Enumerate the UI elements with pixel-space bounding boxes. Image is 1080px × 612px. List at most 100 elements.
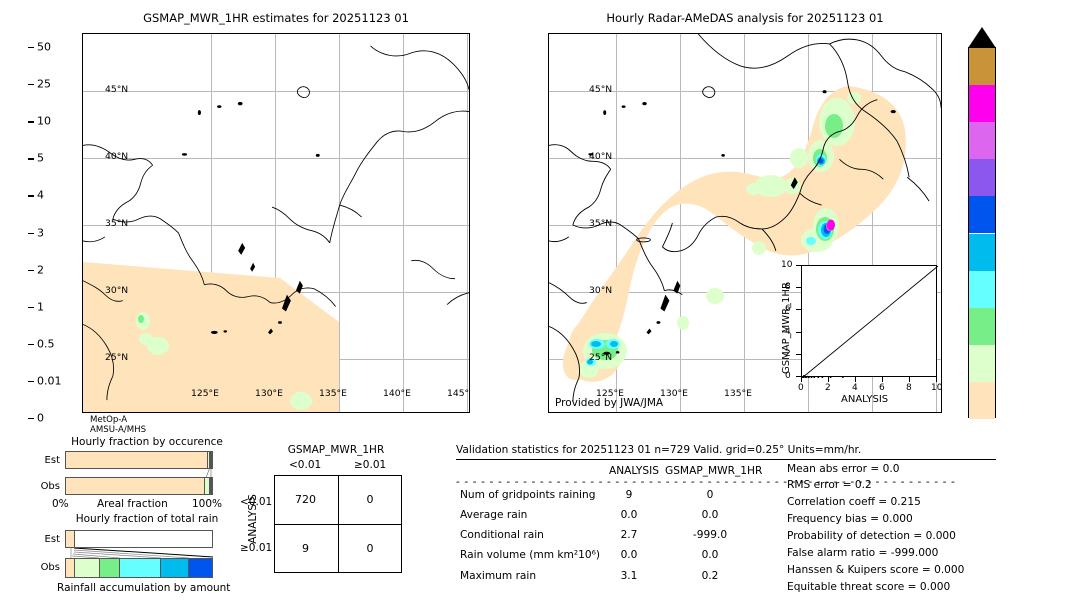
scatter-ytick-label: 2 [785,349,791,359]
contingency-header: GSMAP_MWR_1HR [287,444,385,456]
scatter-xtick [909,377,910,382]
colorbar-tick [28,269,34,271]
scatter-xtick-label: 10 [931,383,942,393]
gridline-lon [211,34,212,412]
right-panel-title: Hourly Radar-AMeDAS analysis for 2025112… [606,11,884,25]
validation-score: Probability of detection = 0.000 [787,530,956,542]
gridline-lon [744,34,745,412]
gridline-lat [83,359,469,360]
contingency-horizontal-divider [275,524,401,526]
scatter-ytick-label: 4 [785,327,791,337]
validation-row-label: Num of gridpoints raining [460,489,596,501]
colorbar [968,47,996,419]
validation-row-label: Maximum rain [460,570,537,582]
occurrence-axis-max: 100% [192,498,223,510]
occurrence-panel-title: Hourly fraction by occurence [71,436,223,448]
validation-score: Correlation coeff = 0.215 [787,496,921,508]
lat-label: 40°N [589,151,613,162]
data-credit: Provided by JWA/JMA [555,397,664,409]
sensor-name: MetOp-A [90,415,128,425]
colorbar-tick [28,306,34,309]
contingency-col-header-lt: <0.01 [289,459,322,471]
bar-segment [99,559,121,577]
validation-score: Frequency bias = 0.000 [787,513,913,525]
lat-label: 25°N [589,352,613,363]
scatter-ytick [796,354,801,355]
right-map: 45°N 40°N 35°N 30°N 25°N 125°E 130°E 135… [548,33,942,413]
colorbar-tick [28,418,34,420]
validation-row-analysis: 0.0 [620,509,638,521]
contingency-cell: 720 [295,492,316,506]
colorbar-tick [28,84,34,86]
validation-row-product: -999.0 [692,529,728,541]
gridline-lon [339,34,340,412]
validation-score: Mean abs error = 0.0 [787,463,900,475]
scatter-xtick-label: 8 [906,383,912,393]
total-rain-panel-title: Hourly fraction of total rain [75,513,219,525]
scatter-ytick-label: 8 [785,282,791,292]
bar-segment [66,478,206,494]
colorbar-segment-50-25 [969,48,995,86]
scatter-ytick [796,265,801,266]
colorbar-label: 25 [37,77,51,91]
scatter-yaxis-label: GSMAP_MWR_1HR [781,282,792,374]
validation-row-label: Rain volume (mm km²10⁶) [460,549,600,561]
colorbar-label: 2 [37,263,44,277]
colorbar-tick [28,47,34,49]
colorbar-tick [28,121,34,123]
bar-segment [211,478,213,494]
bar-segment [188,559,212,577]
gridline-lat [83,158,469,159]
validation-row-product: 0 [706,489,714,501]
total-rain-row-label-est: Est [44,534,60,545]
gridline-lon [403,34,404,412]
lon-label: 140°E [383,388,411,399]
validation-row-analysis: 3.1 [620,570,638,582]
gridline-lon [467,34,468,412]
occurrence-bar-obs [65,477,213,495]
contingency-cell: 0 [366,542,374,555]
gridline-lon [275,34,276,412]
bar-segment [211,452,213,468]
validation-dashed-rule: - - - - - - - - - - - - - - - - - - - - … [456,476,956,488]
scatter-xtick-label: 6 [879,383,885,393]
validation-score: Equitable threat score = 0.000 [787,581,951,593]
bar-segment [208,452,210,468]
scatter-xtick [882,377,883,382]
scatter-xaxis-label: ANALYSIS [841,394,889,405]
gridline-lon [680,34,681,412]
colorbar-segment-001-0 [969,381,995,419]
bar-segment [74,559,100,577]
colorbar-tick [28,232,34,234]
colorbar-label: 0.5 [37,337,55,351]
bar-segment [120,559,161,577]
left-map: 45°N 40°N 35°N 30°N 25°N 125°E 130°E 135… [82,33,470,413]
contingency-table [274,475,402,573]
scatter-xtick-label: 2 [825,383,831,393]
bar-segment [66,559,75,577]
colorbar-arrow-icon [968,27,996,48]
gridline-lon [936,34,937,412]
lon-label: 145°E [447,388,470,399]
bar-segment [66,531,75,547]
validation-row-analysis: 0.0 [620,549,638,561]
validation-row-analysis: 2.7 [620,529,638,541]
validation-row-product: 0.2 [701,570,719,582]
gridline-lat [83,225,469,226]
occurrence-connector-lines [205,469,212,477]
scatter-xtick [828,377,829,382]
scatter-plot-area [802,266,938,378]
total-rain-connector-lines [70,548,213,558]
lon-label: 130°E [660,388,688,399]
colorbar-segment-1-05 [969,307,995,345]
total-rain-caption: Rainfall accumulation by amount [57,582,231,594]
scatter-xtick [801,377,802,382]
gridline-lon [616,34,617,412]
validation-row-analysis: 9 [625,489,633,501]
validation-score: Hanssen & Kuipers score = 0.000 [787,564,965,576]
colorbar-label: 10 [37,114,51,128]
validation-header: Validation statistics for 20251123 01 n=… [456,444,862,456]
colorbar-label: 5 [37,151,44,165]
colorbar-tick [28,195,34,197]
colorbar-label: 50 [37,40,51,54]
